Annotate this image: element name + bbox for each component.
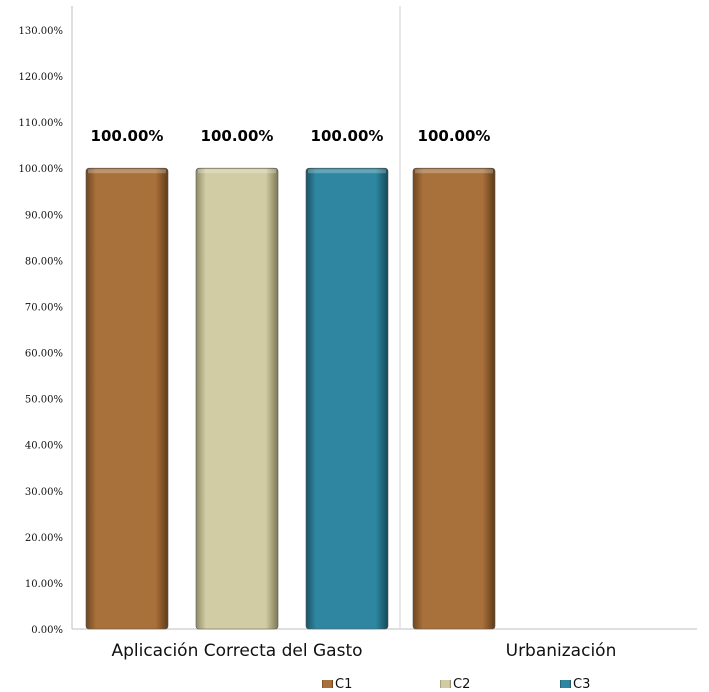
bar-highlight <box>308 169 386 174</box>
bar-c3 <box>305 167 389 630</box>
y-tick-label: 60.00% <box>25 349 63 360</box>
legend-item-c3: C3 <box>560 677 590 692</box>
y-tick-label: 110.00% <box>19 118 64 129</box>
y-tick-label: 10.00% <box>25 579 63 590</box>
y-tick-label: 70.00% <box>25 302 63 313</box>
bar-highlight <box>88 169 166 174</box>
legend-item-c1: C1 <box>322 677 352 692</box>
y-tick-label: 100.00% <box>19 164 64 175</box>
y-tick-label: 90.00% <box>25 210 63 221</box>
y-tick-label: 130.00% <box>19 26 64 37</box>
bar-c1 <box>85 167 169 630</box>
category-label: Aplicación Correcta del Gasto <box>111 641 362 661</box>
legend-label: C3 <box>573 677 590 692</box>
y-tick-label: 120.00% <box>19 72 64 83</box>
legend-swatch <box>560 680 571 688</box>
y-tick-label: 40.00% <box>25 441 63 452</box>
data-label: 100.00% <box>201 127 274 145</box>
bar-highlight <box>198 169 276 174</box>
bar-c1 <box>412 167 496 630</box>
legend-swatch <box>440 680 451 688</box>
y-tick-label: 30.00% <box>25 487 63 498</box>
legend-swatch <box>322 680 333 688</box>
y-tick-label: 0.00% <box>31 625 63 636</box>
y-tick-label: 20.00% <box>25 533 63 544</box>
y-tick-label: 50.00% <box>25 395 63 406</box>
legend-item-c2: C2 <box>440 677 470 692</box>
category-label: Urbanización <box>506 641 617 661</box>
data-label: 100.00% <box>418 127 491 145</box>
bar-c2 <box>195 167 279 630</box>
y-tick-label: 80.00% <box>25 256 63 267</box>
data-label: 100.00% <box>91 127 164 145</box>
legend-label: C1 <box>335 677 352 692</box>
legend-label: C2 <box>453 677 470 692</box>
data-label: 100.00% <box>311 127 384 145</box>
bar-highlight <box>415 169 493 174</box>
